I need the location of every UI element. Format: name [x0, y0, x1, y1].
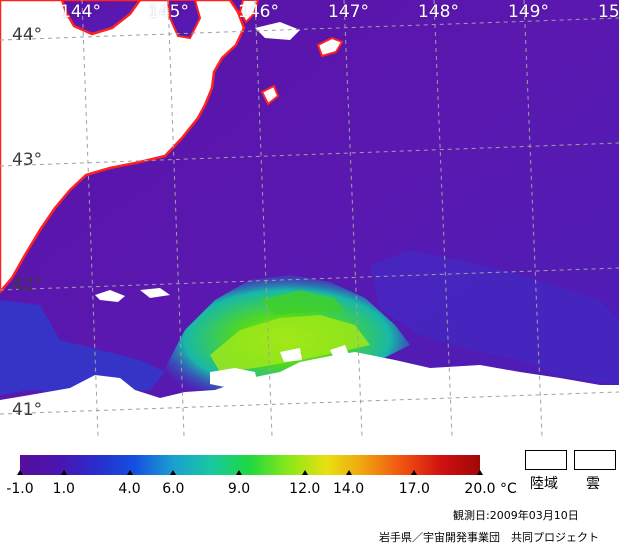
colorbar-tick-mark	[170, 470, 177, 475]
colorbar-tick-mark	[60, 470, 67, 475]
cool-water-patch	[0, 300, 165, 395]
colorbar-tick-label: 9.0	[227, 481, 251, 497]
cloud-patch	[330, 345, 350, 360]
longitude-label-146: 146°	[238, 2, 279, 22]
cloud-patch	[210, 368, 258, 388]
bay-water	[60, 0, 142, 36]
colorbar-tick-label: 12.0	[289, 481, 321, 497]
colorbar-tick-mark	[236, 470, 243, 475]
cloud-mask	[0, 352, 619, 436]
colorbar-tick-label: 17.0	[398, 481, 430, 497]
latitude-label-43: 43°	[12, 150, 43, 170]
colorbar-tick-mark	[477, 470, 483, 475]
observation-date: 観測日:2009年03月10日	[453, 509, 579, 522]
colorbar-tick-mark	[17, 470, 23, 475]
colorbar-tick-label: 14.0	[332, 481, 365, 497]
colorbar-tick-mark	[411, 470, 418, 475]
island-land	[260, 84, 280, 106]
inland-lake-inlet	[166, 0, 202, 40]
longitude-label-148: 148°	[418, 2, 459, 22]
cloud-patch	[95, 290, 125, 302]
latitude-label-41: 41°	[12, 400, 43, 420]
colorbar-tick-mark	[301, 470, 308, 475]
island-land	[316, 36, 344, 58]
cloud-patch	[280, 348, 302, 362]
longitude-label-145: 145°	[148, 2, 189, 22]
colorbar-tick-label: 6.0	[162, 481, 185, 497]
cloud-patch	[140, 288, 170, 298]
colorbar-tick-mark	[345, 470, 352, 475]
temperature-colorbar	[20, 455, 480, 475]
colorbar-tick-label: 1.0	[52, 481, 75, 497]
warm-core	[210, 315, 370, 372]
land-legend-swatch	[525, 450, 567, 470]
cloud-legend-swatch	[574, 450, 616, 470]
longitude-label-147: 147°	[328, 2, 369, 22]
land-legend-label: 陸域	[530, 476, 558, 492]
latitude-label-42: 42°	[12, 275, 43, 295]
warm-core	[260, 290, 345, 315]
longitude-label-144: 144°	[60, 2, 101, 22]
colorbar-tick-mark	[126, 470, 133, 475]
island-land	[238, 0, 260, 24]
credit-line: 岩手県／宇宙開発事業団 共同プロジェクト	[379, 531, 599, 544]
graticule	[0, 0, 619, 437]
colorbar-tick-label: 4.0	[118, 481, 141, 497]
temperature-unit: °C	[500, 481, 517, 497]
longitude-label-150: 15	[598, 2, 619, 22]
cloud-legend-label: 雲	[586, 476, 600, 492]
longitude-label-149: 149°	[508, 2, 549, 22]
colorbar-tick-label: -1.0	[6, 481, 34, 497]
colorbar-tick-label: 20.0	[464, 481, 496, 497]
latitude-label-44: 44°	[12, 25, 43, 45]
cloud-patch	[255, 22, 300, 40]
cool-water-patch	[370, 250, 619, 385]
